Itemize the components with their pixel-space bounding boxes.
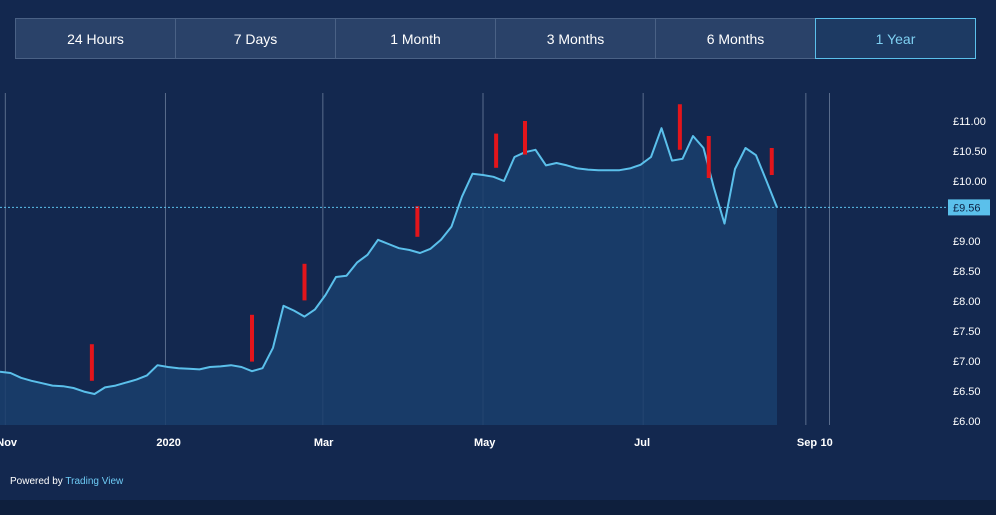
- x-tick-label: 10: [821, 437, 833, 449]
- y-tick-label: £7.50: [953, 326, 981, 338]
- y-tick-label: £6.00: [953, 416, 981, 428]
- x-tick-label: Sep: [797, 437, 817, 449]
- y-tick-label: £7.00: [953, 356, 981, 368]
- trading-view-link[interactable]: Trading View: [65, 476, 124, 487]
- timeframe-tabs: 24 Hours 7 Days 1 Month 3 Months 6 Months 1 Y…: [15, 18, 976, 59]
- x-tick-label: 2020: [156, 437, 180, 449]
- x-tick-label: Jul: [634, 437, 650, 449]
- price-chart: £11.00 £10.50 £10.00 £9.00 £8.50 £8.00 £7.50 £7…: [0, 93, 990, 449]
- y-tick-label: £10.50: [953, 146, 987, 158]
- x-tick-label: May: [474, 437, 496, 449]
- tab-7-days[interactable]: 7 Days: [175, 18, 336, 59]
- x-tick-label: Mar: [314, 437, 334, 449]
- tab-24-hours[interactable]: 24 Hours: [15, 18, 176, 59]
- price-line: [0, 127, 778, 395]
- y-tick-label: £8.50: [953, 266, 981, 278]
- price-area: [0, 128, 777, 425]
- x-tick-label: Nov: [0, 437, 18, 449]
- powered-by-text: Powered by: [10, 476, 63, 487]
- current-price-badge: [948, 199, 990, 216]
- tab-1-year[interactable]: 1 Year: [815, 18, 976, 59]
- y-tick-label: £8.00: [953, 296, 981, 308]
- tab-6-months[interactable]: 6 Months: [655, 18, 816, 59]
- current-price-label: £9.56: [953, 202, 981, 214]
- tab-3-months[interactable]: 3 Months: [495, 18, 656, 59]
- y-tick-label: £9.00: [953, 236, 981, 248]
- y-tick-label: £11.00: [953, 116, 986, 128]
- tab-1-month[interactable]: 1 Month: [335, 18, 496, 59]
- powered-by-footer: Powered by Trading View: [10, 476, 123, 487]
- bottom-strip: [0, 500, 996, 515]
- y-tick-label: £6.50: [953, 386, 981, 398]
- y-tick-label: £10.00: [953, 176, 987, 188]
